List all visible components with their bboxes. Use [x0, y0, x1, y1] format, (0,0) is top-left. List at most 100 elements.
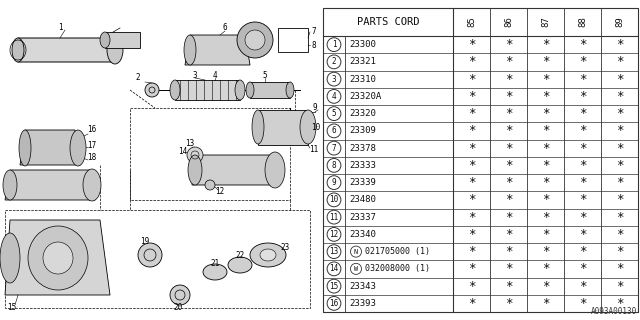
Text: *: * [579, 55, 586, 68]
Text: *: * [541, 211, 549, 224]
Text: 11: 11 [330, 212, 339, 222]
Text: *: * [616, 228, 623, 241]
Text: 23340: 23340 [349, 230, 376, 239]
Text: 14: 14 [179, 148, 188, 156]
Text: 14: 14 [330, 264, 339, 273]
Text: *: * [541, 90, 549, 103]
Text: 10: 10 [330, 196, 339, 204]
Text: A093A00130: A093A00130 [591, 307, 637, 316]
Text: 032008000 (1): 032008000 (1) [365, 264, 429, 273]
Text: *: * [505, 107, 512, 120]
Text: 23339: 23339 [349, 178, 376, 187]
Polygon shape [5, 220, 110, 295]
Ellipse shape [237, 22, 273, 58]
Text: 2: 2 [332, 57, 336, 66]
Ellipse shape [246, 82, 254, 98]
Text: *: * [468, 38, 476, 51]
Text: *: * [505, 211, 512, 224]
Text: *: * [505, 55, 512, 68]
Text: *: * [541, 38, 549, 51]
Text: *: * [505, 228, 512, 241]
Text: *: * [468, 280, 476, 292]
Text: *: * [616, 193, 623, 206]
Text: 18: 18 [88, 154, 97, 163]
Text: *: * [579, 124, 586, 137]
Text: *: * [579, 193, 586, 206]
Ellipse shape [100, 32, 110, 48]
Text: 19: 19 [140, 237, 150, 246]
Text: *: * [468, 262, 476, 276]
Ellipse shape [107, 36, 123, 64]
Ellipse shape [228, 257, 252, 273]
Text: *: * [505, 280, 512, 292]
Ellipse shape [203, 264, 227, 280]
Text: *: * [616, 159, 623, 172]
Text: *: * [579, 262, 586, 276]
Text: 23310: 23310 [349, 75, 376, 84]
Ellipse shape [260, 249, 276, 261]
Text: 23378: 23378 [349, 144, 376, 153]
Text: 5: 5 [332, 109, 336, 118]
Text: *: * [616, 245, 623, 258]
Ellipse shape [245, 30, 265, 50]
Text: *: * [468, 159, 476, 172]
Text: 1: 1 [58, 23, 62, 33]
Text: 23337: 23337 [349, 212, 376, 222]
Text: *: * [579, 176, 586, 189]
Text: *: * [616, 262, 623, 276]
Text: 22: 22 [236, 252, 244, 260]
Text: 23333: 23333 [349, 161, 376, 170]
Text: *: * [541, 262, 549, 276]
Text: *: * [579, 142, 586, 155]
Text: *: * [468, 193, 476, 206]
Text: 16: 16 [330, 299, 339, 308]
Text: *: * [468, 176, 476, 189]
Text: *: * [616, 124, 623, 137]
Text: *: * [505, 297, 512, 310]
Text: *: * [616, 211, 623, 224]
Ellipse shape [12, 38, 24, 62]
Text: 10: 10 [312, 124, 321, 132]
Text: *: * [505, 245, 512, 258]
Circle shape [187, 147, 203, 163]
Text: 9: 9 [332, 178, 336, 187]
Polygon shape [105, 32, 140, 48]
Text: 8: 8 [312, 41, 316, 50]
Text: 87: 87 [541, 17, 550, 28]
Ellipse shape [300, 110, 316, 144]
Text: *: * [541, 193, 549, 206]
Text: 23393: 23393 [349, 299, 376, 308]
Ellipse shape [43, 242, 73, 274]
Text: *: * [616, 90, 623, 103]
Ellipse shape [3, 170, 17, 200]
Text: *: * [541, 55, 549, 68]
Text: 23320A: 23320A [349, 92, 381, 101]
Text: *: * [505, 193, 512, 206]
Text: *: * [616, 38, 623, 51]
Text: *: * [468, 228, 476, 241]
Text: 89: 89 [615, 17, 624, 28]
Text: *: * [579, 107, 586, 120]
Text: *: * [579, 73, 586, 86]
Circle shape [170, 285, 190, 305]
Text: *: * [541, 124, 549, 137]
Ellipse shape [19, 130, 31, 166]
Text: *: * [579, 211, 586, 224]
Ellipse shape [70, 130, 86, 166]
Text: 021705000 (1): 021705000 (1) [365, 247, 429, 256]
Text: *: * [468, 90, 476, 103]
Text: *: * [468, 124, 476, 137]
Polygon shape [185, 35, 250, 65]
Text: 17: 17 [88, 140, 97, 149]
Text: N: N [354, 249, 358, 255]
Polygon shape [258, 110, 308, 145]
Ellipse shape [184, 35, 196, 65]
Text: *: * [541, 280, 549, 292]
Text: 16: 16 [88, 125, 97, 134]
Text: *: * [579, 228, 586, 241]
Text: 3: 3 [332, 75, 336, 84]
Bar [323, 8, 638, 312]
Text: 21: 21 [211, 259, 220, 268]
Polygon shape [20, 130, 80, 165]
Text: *: * [505, 90, 512, 103]
